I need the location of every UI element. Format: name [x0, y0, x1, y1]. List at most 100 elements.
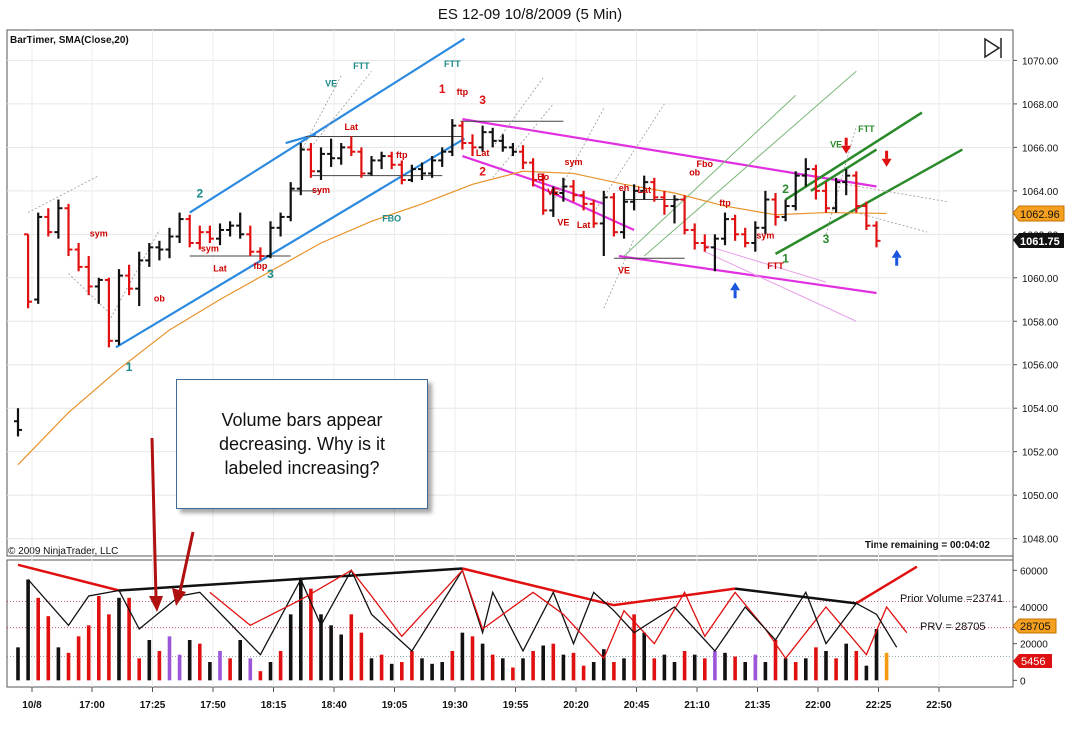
price-bar — [125, 264, 134, 296]
price-bar — [205, 225, 214, 244]
chart-annotation: Lat — [213, 263, 227, 273]
price-bar — [539, 173, 548, 215]
blue-channel-upper-2 — [285, 133, 317, 145]
volume-bar — [157, 651, 162, 681]
volume-bar — [420, 658, 424, 681]
price-bar — [579, 190, 588, 211]
price-bar — [862, 201, 871, 230]
volume-bar — [309, 588, 313, 681]
volume-bar — [804, 658, 808, 681]
volume-tick-label: 20000 — [1020, 640, 1048, 651]
volume-bar — [763, 662, 768, 681]
price-bar — [842, 169, 851, 196]
chart-annotation: 1 — [782, 252, 789, 266]
price-bar — [670, 195, 679, 224]
time-tick-label: 18:15 — [261, 700, 287, 711]
chart-annotation: ftp — [396, 150, 408, 160]
price-bar — [115, 269, 123, 346]
price-bar — [34, 212, 43, 304]
price-bar — [498, 134, 507, 152]
chart-annotation: 1 — [126, 360, 133, 374]
time-tick-label: 17:25 — [140, 700, 166, 711]
price-bar — [569, 179, 578, 202]
volume-bar — [339, 634, 343, 681]
green-channel-upper — [784, 111, 923, 201]
price-bar — [448, 119, 457, 157]
chart-annotation: sym — [564, 157, 582, 167]
price-bar — [650, 177, 659, 202]
volume-bar — [359, 632, 364, 681]
volume-bar — [480, 643, 485, 681]
volume-bar — [117, 597, 121, 681]
volume-bar — [268, 662, 273, 681]
chart-annotation: eh — [619, 183, 630, 193]
price-bar — [690, 223, 699, 250]
price-tick-label: 1048.00 — [1022, 535, 1059, 546]
volume-bar — [713, 651, 717, 681]
price-bar — [104, 277, 113, 348]
price-bar — [377, 151, 386, 170]
volume-bar — [612, 662, 616, 681]
volume-bar — [16, 647, 20, 681]
volume-bar — [541, 645, 545, 681]
price-bar — [387, 151, 396, 170]
volume-bar — [591, 662, 596, 681]
price-bar — [680, 195, 689, 235]
price-bar — [94, 277, 103, 304]
chart-annotation: 1 — [439, 82, 446, 96]
sell-arrow-shaft — [844, 137, 848, 146]
price-bar — [428, 156, 437, 178]
price-bar — [185, 214, 194, 248]
time-tick-label: 21:35 — [745, 700, 771, 711]
price-tick-label: 1070.00 — [1022, 56, 1059, 67]
time-tick-label: 20:20 — [563, 700, 589, 711]
price-bar — [811, 164, 820, 200]
volume-bar — [379, 654, 384, 681]
price-bar — [317, 147, 325, 180]
volume-zigzag-thin-red — [209, 569, 908, 660]
chart-annotation: Lat — [476, 148, 490, 158]
blue-channel-lower — [115, 137, 465, 349]
sell-arrow-shaft — [885, 150, 889, 159]
price-bar — [832, 177, 841, 213]
price-bar — [24, 233, 33, 309]
volume-bar — [864, 665, 869, 681]
svg-text:28705: 28705 — [1020, 621, 1051, 633]
price-bar — [195, 225, 204, 250]
sell-arrow — [841, 145, 852, 154]
price-bar — [44, 208, 53, 237]
play-forward-icon[interactable] — [983, 37, 1005, 59]
price-bar — [84, 256, 93, 296]
price-bar — [246, 225, 255, 257]
last-price-tag: 1061.75 — [1013, 233, 1064, 248]
price-bar — [731, 214, 740, 241]
volume-bar — [248, 658, 253, 681]
green-thin-1 — [623, 94, 797, 257]
sell-arrow — [881, 158, 892, 167]
price-bar — [781, 199, 790, 222]
volume-bar — [198, 643, 202, 681]
price-bar — [54, 199, 63, 239]
volume-bar — [440, 662, 444, 681]
volume-bar — [208, 662, 212, 681]
volume-bar — [824, 651, 828, 681]
volume-bar — [66, 652, 71, 681]
price-tick-label: 1056.00 — [1022, 361, 1059, 372]
volume-bar — [581, 665, 586, 681]
volume-bar — [531, 651, 535, 681]
price-bar — [256, 247, 265, 261]
price-tick-label: 1054.00 — [1022, 404, 1059, 415]
gray-fan-line — [593, 103, 665, 213]
volume-bar — [107, 614, 111, 681]
callout-arrows — [149, 437, 195, 612]
volume-bar — [490, 654, 495, 681]
price-bar — [822, 182, 830, 213]
price-bar — [286, 182, 295, 222]
volume-bar — [874, 629, 879, 681]
volume-bar — [561, 654, 566, 681]
price-bar — [468, 134, 477, 157]
volume-bar — [349, 614, 354, 681]
price-bar — [791, 171, 800, 211]
buy-arrow — [891, 249, 902, 258]
time-tick-label: 19:05 — [382, 700, 408, 711]
